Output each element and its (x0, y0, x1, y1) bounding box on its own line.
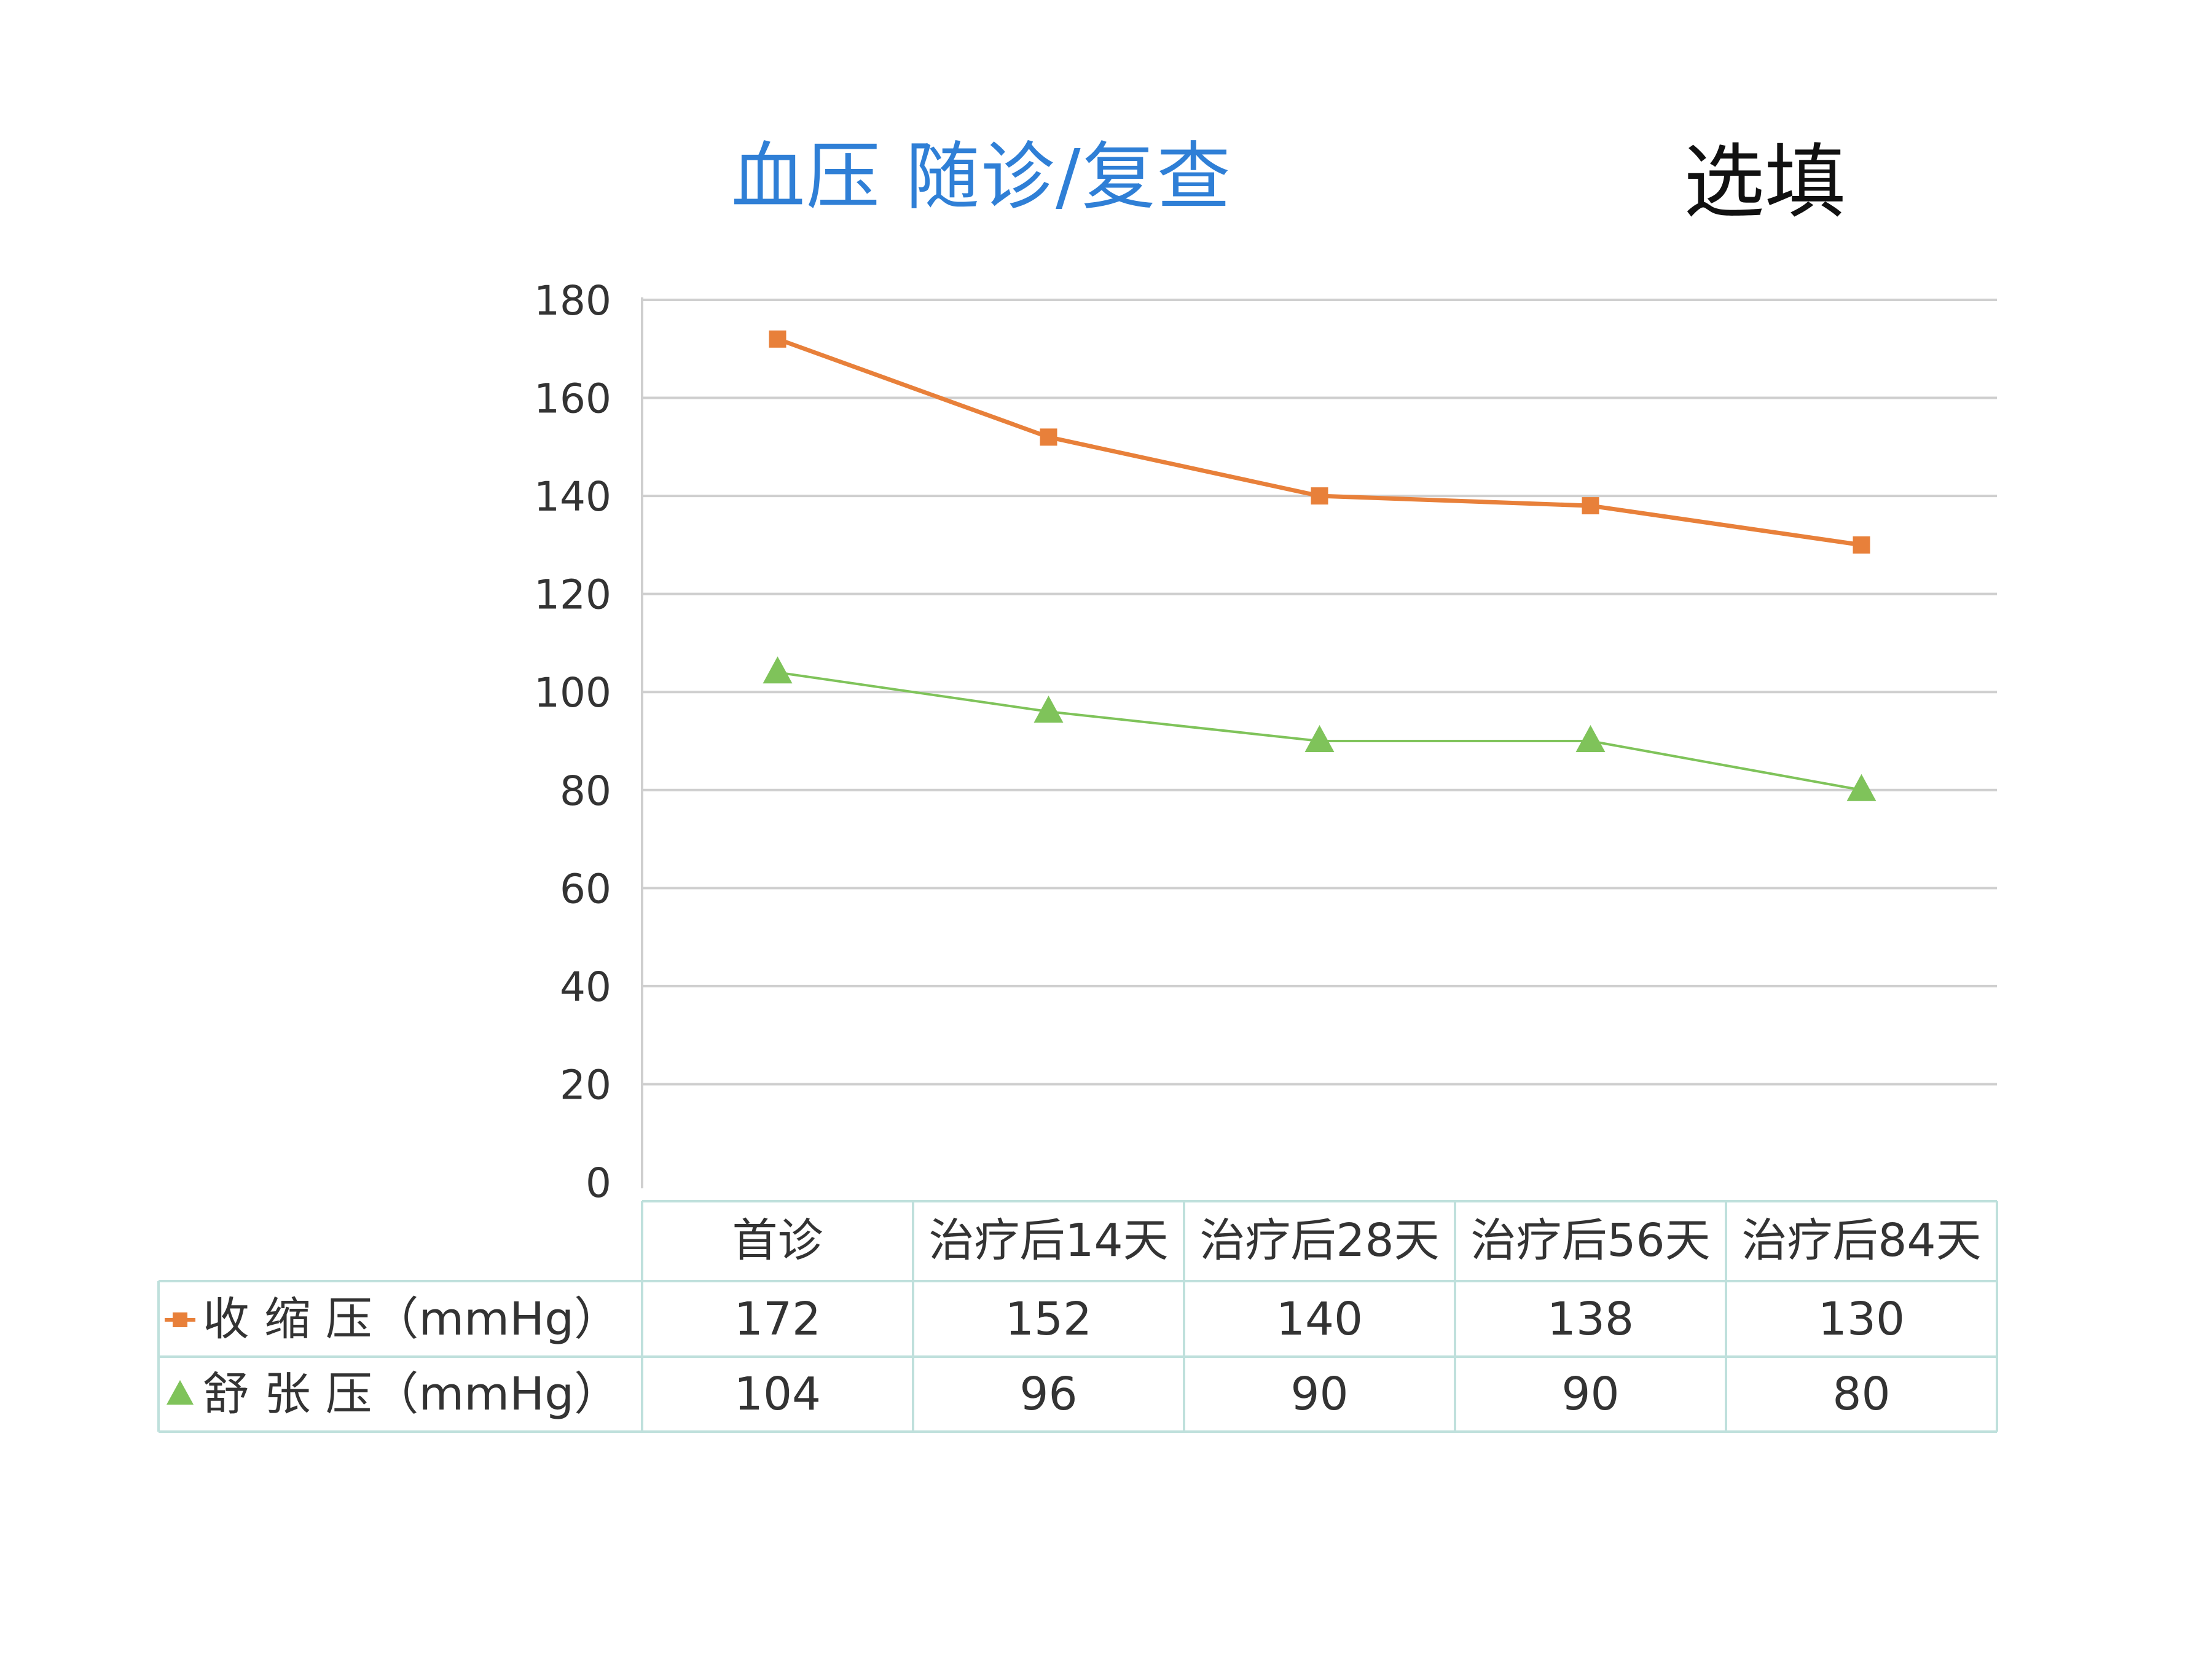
data-point-triangle (1304, 725, 1335, 752)
legend-series-name: 收 缩 压（mmHg） (203, 1293, 621, 1346)
table-value: 130 (1818, 1293, 1905, 1346)
data-point-triangle (1846, 774, 1877, 801)
legend-series-name: 舒 张 压（mmHg） (203, 1368, 621, 1421)
x-category-label: 治疗后28天 (1199, 1214, 1439, 1267)
x-category-label: 治疗后14天 (928, 1214, 1168, 1267)
table-value: 152 (1005, 1293, 1092, 1346)
x-category-label: 首诊 (732, 1214, 823, 1267)
data-point-square (1582, 497, 1599, 515)
table-value: 80 (1832, 1368, 1890, 1421)
data-point-triangle (763, 656, 793, 684)
data-point-square (1311, 487, 1328, 505)
y-tick-label: 120 (534, 571, 611, 619)
y-tick-label: 100 (534, 669, 611, 716)
optional-label: 选填 (1684, 135, 1846, 230)
table-value: 90 (1561, 1368, 1619, 1421)
table-value: 90 (1290, 1368, 1348, 1421)
data-point-square (1040, 428, 1057, 446)
y-tick-label: 60 (560, 865, 611, 912)
y-tick-label: 20 (560, 1061, 611, 1108)
y-tick-label: 160 (534, 375, 611, 423)
table-value: 172 (734, 1293, 821, 1346)
y-tick-label: 80 (560, 767, 611, 815)
legend-square-icon (173, 1312, 187, 1327)
x-category-label: 治疗后56天 (1470, 1214, 1710, 1267)
data-point-triangle (1575, 725, 1606, 752)
chart-title: 血压 随诊/复查 (731, 135, 1232, 220)
table-value: 138 (1547, 1293, 1634, 1346)
y-tick-label: 40 (560, 963, 611, 1011)
table-value: 140 (1276, 1293, 1363, 1346)
x-category-label: 治疗后84天 (1741, 1214, 1981, 1267)
y-tick-label: 0 (586, 1159, 611, 1207)
table-value: 104 (734, 1368, 821, 1421)
y-tick-label: 140 (534, 473, 611, 520)
data-point-triangle (1033, 696, 1064, 723)
legend-triangle-icon (167, 1380, 194, 1405)
table-value: 96 (1019, 1368, 1077, 1421)
y-tick-label: 180 (534, 277, 611, 324)
data-point-square (769, 330, 786, 348)
series-line (777, 337, 1862, 547)
data-point-square (1853, 536, 1870, 554)
